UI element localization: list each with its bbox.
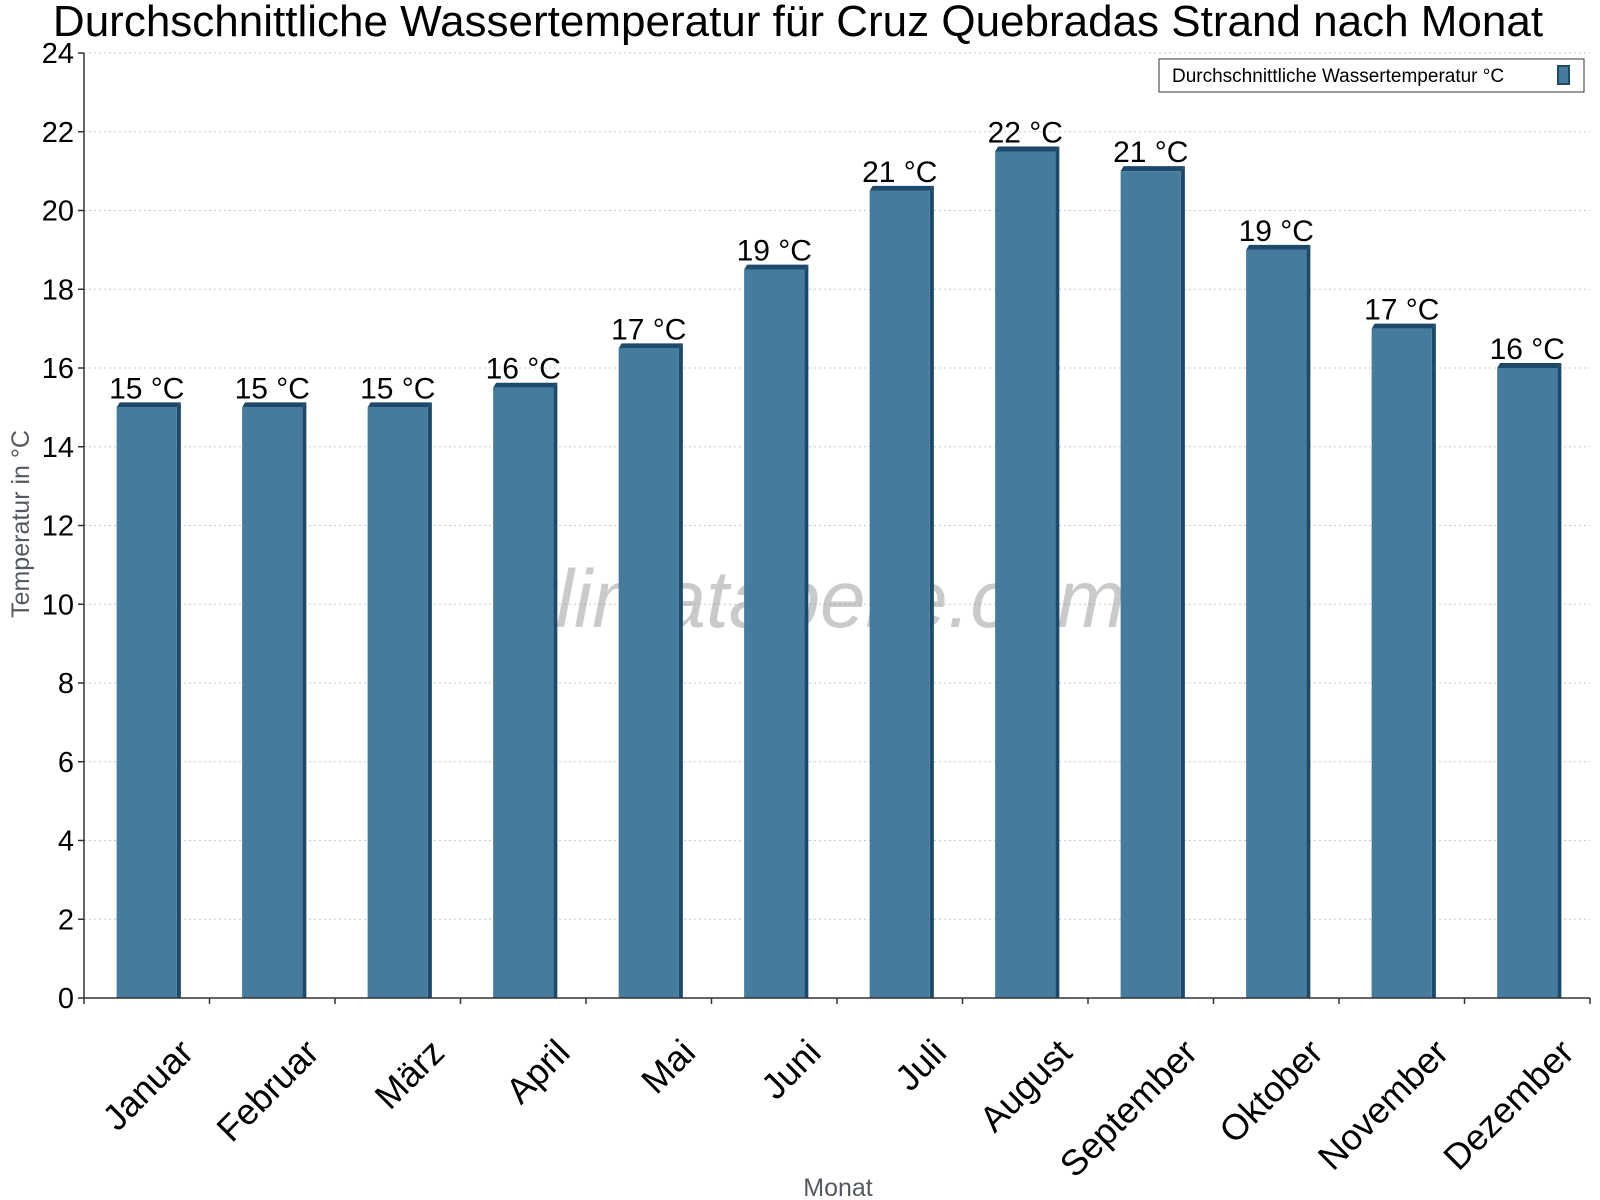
bar-side-face (176, 402, 181, 998)
y-tick-label: 14 (42, 432, 74, 464)
bar-body (1120, 171, 1181, 998)
data-labels: 15 °C 15 °C 15 °C 16 °C 17 °C 19 °C 21 °C 22 °C… (109, 116, 1565, 405)
bar (869, 185, 934, 998)
data-label: 17 °C (1364, 294, 1439, 327)
bar-side-face (553, 382, 558, 998)
data-label: 17 °C (611, 313, 686, 346)
y-tick-label: 8 (58, 668, 74, 700)
data-label: 15 °C (109, 372, 184, 405)
bar-side-face (302, 402, 307, 998)
x-tick-label: Oktober (1211, 1031, 1331, 1151)
bar-body (744, 269, 805, 998)
y-tick-label: 0 (58, 983, 74, 1015)
x-tick-label: Juli (887, 1031, 954, 1098)
y-tick-label: 18 (42, 274, 74, 306)
bar (618, 343, 683, 998)
y-tick-label: 10 (42, 589, 74, 621)
legend: Durchschnittliche Wassertemperatur °C (1158, 58, 1585, 93)
bar (1246, 244, 1311, 998)
bar (367, 402, 432, 998)
bar-body (116, 407, 177, 998)
bar-side-face (804, 264, 809, 998)
bar (493, 382, 558, 998)
x-tick-label: September (1052, 1031, 1206, 1185)
x-tick-label: April (498, 1031, 578, 1111)
y-axis-label: Temperatur in °C (7, 430, 35, 618)
legend-swatch (1557, 65, 1570, 85)
bar-body (995, 151, 1056, 998)
bar (116, 402, 181, 998)
data-label: 22 °C (988, 116, 1063, 149)
bar-top-face (1371, 323, 1436, 329)
x-tick-label: März (367, 1031, 453, 1117)
x-ticks: Januar Februar März April Mai Juni Juli AugustS… (83, 998, 1591, 1185)
data-label: 19 °C (737, 235, 812, 268)
bar-side-face (1180, 166, 1185, 998)
y-tick-label: 20 (42, 196, 74, 228)
bar (242, 402, 307, 998)
data-label: 21 °C (862, 156, 937, 189)
data-label: 15 °C (235, 372, 310, 405)
x-tick-label: November (1310, 1031, 1456, 1177)
data-label: 15 °C (360, 372, 435, 405)
bar-body (1246, 249, 1307, 998)
bar-top-face (744, 264, 809, 270)
data-label: 19 °C (1239, 215, 1314, 248)
gridlines (84, 52, 1590, 920)
bar-top-face (618, 343, 683, 349)
bar (1371, 323, 1436, 998)
bar-top-face (869, 185, 934, 191)
bar-side-face (1431, 323, 1436, 998)
bar-top-face (367, 402, 432, 408)
bar-side-face (1055, 146, 1060, 998)
bar-top-face (995, 146, 1060, 152)
data-label: 21 °C (1113, 136, 1188, 169)
bar-top-face (116, 402, 181, 408)
bar (1120, 166, 1185, 998)
bar (995, 146, 1060, 998)
bars (116, 146, 1562, 998)
x-tick-label: Februar (208, 1031, 326, 1149)
bar-body (1497, 368, 1558, 998)
data-label: 16 °C (1490, 333, 1565, 366)
bar-body (242, 407, 303, 998)
legend-label: Durchschnittliche Wassertemperatur °C (1172, 66, 1504, 87)
x-tick-label: Dezember (1435, 1031, 1581, 1177)
bar-top-face (1120, 166, 1185, 172)
x-axis-label: Monat (803, 1174, 873, 1200)
x-tick-label: Juni (753, 1031, 829, 1107)
bar-top-face (1246, 244, 1311, 250)
bar-body (493, 387, 554, 998)
y-tick-label: 16 (42, 353, 74, 385)
y-tick-label: 22 (42, 117, 74, 149)
bar (744, 264, 809, 998)
x-tick-label: August (971, 1031, 1079, 1139)
bar (1497, 363, 1562, 998)
bar-body (367, 407, 428, 998)
bar-side-face (1557, 363, 1562, 998)
bar-body (618, 348, 679, 998)
bar-top-face (1497, 363, 1562, 368)
legend-box (1158, 58, 1585, 93)
bar-side-face (427, 402, 432, 998)
bar-body (1371, 328, 1432, 998)
x-tick-label: Mai (633, 1031, 703, 1101)
bar-side-face (929, 185, 934, 998)
chart-title: Durchschnittliche Wassertemperatur für C… (53, 0, 1543, 46)
x-tick-label: Januar (94, 1031, 201, 1138)
bar-body (869, 190, 930, 998)
y-tick-label: 6 (58, 747, 74, 779)
bar-side-face (678, 343, 683, 998)
bar-top-face (493, 382, 558, 388)
y-tick-label: 12 (42, 511, 74, 543)
y-tick-label: 4 (58, 826, 74, 858)
bar-side-face (1306, 244, 1311, 998)
bar-top-face (242, 402, 307, 408)
y-tick-label: 2 (58, 904, 74, 936)
data-label: 16 °C (486, 353, 561, 386)
y-tick-label: 24 (42, 38, 74, 70)
